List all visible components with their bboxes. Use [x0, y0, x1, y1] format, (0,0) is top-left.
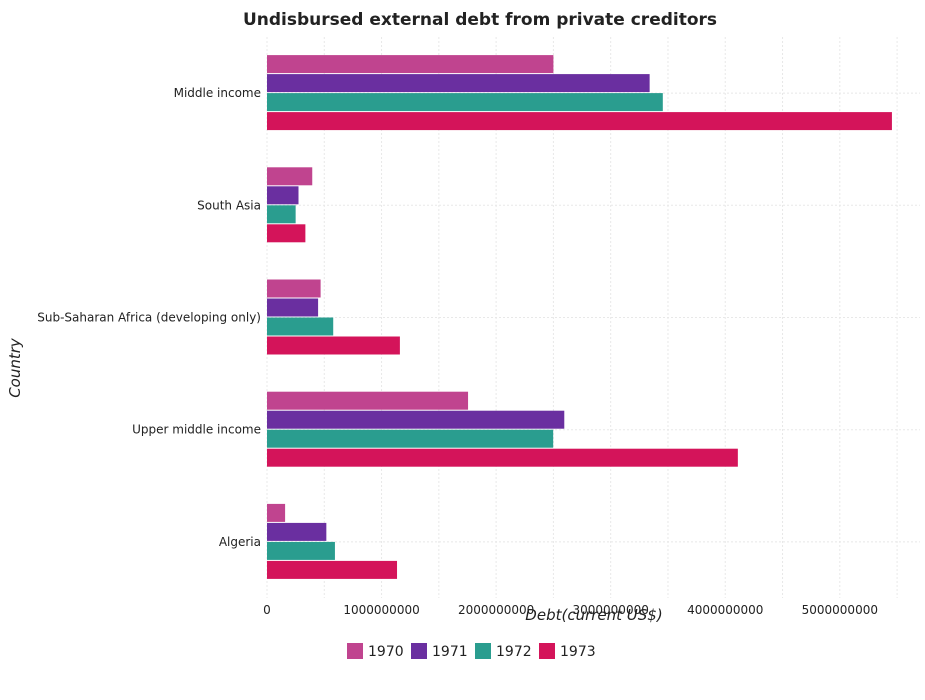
- legend-label: 1972: [496, 644, 532, 660]
- bar: [267, 541, 335, 560]
- y-tick-label: Sub-Saharan Africa (developing only): [37, 311, 261, 325]
- bar: [267, 279, 321, 298]
- bar: [267, 224, 306, 243]
- y-tick-label: South Asia: [197, 198, 261, 212]
- legend: 1970 1971 1972 1973: [347, 643, 596, 660]
- bars-layer: [267, 55, 892, 579]
- x-tick-label: 0: [263, 603, 271, 617]
- bar: [267, 522, 327, 541]
- x-tick-label: 4000000000: [687, 603, 763, 617]
- bar: [267, 503, 286, 522]
- x-tick-label: 5000000000: [802, 603, 878, 617]
- bar: [267, 112, 892, 131]
- chart-title: Undisbursed external debt from private c…: [243, 10, 717, 30]
- legend-label: 1971: [432, 644, 468, 660]
- bar: [267, 93, 663, 112]
- y-axis-label: Country: [6, 337, 24, 398]
- bar: [267, 74, 650, 93]
- bar: [267, 429, 554, 448]
- bar: [267, 410, 565, 429]
- legend-swatch: [475, 643, 491, 659]
- bar: [267, 167, 313, 186]
- bar: [267, 560, 398, 579]
- legend-swatch: [347, 643, 363, 659]
- bar: [267, 55, 554, 74]
- x-ticks: 0 1000000000 2000000000 3000000000 400000000…: [263, 603, 878, 617]
- bar: [267, 186, 299, 205]
- bar: [267, 391, 469, 410]
- x-axis-label: Debt(current US$): [525, 606, 662, 624]
- y-tick-label: Middle income: [174, 86, 261, 100]
- legend-label: 1970: [368, 644, 404, 660]
- legend-swatch: [539, 643, 555, 659]
- bar: [267, 336, 400, 355]
- y-ticks: Middle income South Asia Sub-Saharan Afric…: [37, 86, 261, 549]
- bar: [267, 317, 334, 336]
- y-tick-label: Upper middle income: [132, 423, 261, 437]
- y-tick-label: Algeria: [219, 535, 261, 549]
- bar: [267, 448, 738, 467]
- bar: [267, 205, 296, 224]
- legend-label: 1973: [560, 644, 596, 660]
- x-tick-label: 2000000000: [458, 603, 534, 617]
- bar: [267, 298, 319, 317]
- x-tick-label: 1000000000: [343, 603, 419, 617]
- x-tick-label: 3000000000: [573, 603, 649, 617]
- legend-swatch: [411, 643, 427, 659]
